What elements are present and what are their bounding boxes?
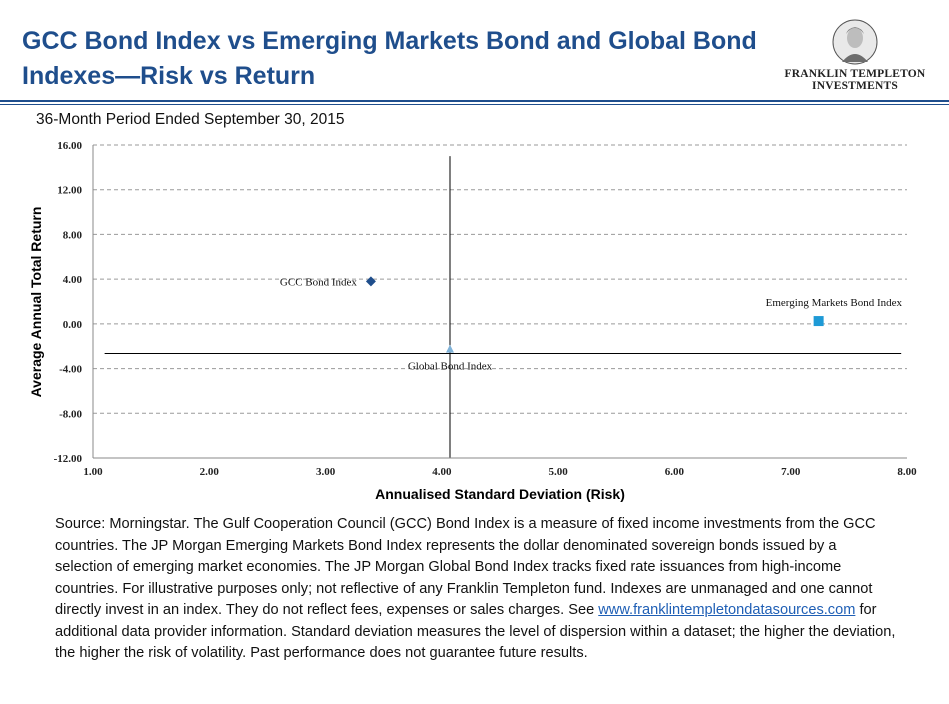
- reference-lines: [104, 156, 902, 458]
- x-tick-label: 7.00: [781, 466, 801, 478]
- y-axis-label: Average Annual Total Return: [28, 207, 44, 398]
- datasources-link[interactable]: www.franklintempletondatasources.com: [598, 602, 856, 618]
- header-rule: [0, 100, 949, 102]
- logo-line-2: INVESTMENTS: [812, 80, 898, 92]
- logo-line-1: FRANKLIN TEMPLETON: [784, 68, 926, 80]
- franklin-templeton-logo: FRANKLIN TEMPLETON INVESTMENTS: [780, 18, 930, 92]
- y-tick-label: 12.00: [57, 185, 82, 197]
- chart-subtitle: 36-Month Period Ended September 30, 2015: [36, 111, 345, 128]
- y-tick-label: 8.00: [63, 229, 83, 241]
- x-axis-label: Annualised Standard Deviation (Risk): [375, 486, 625, 502]
- page-title: GCC Bond Index vs Emerging Markets Bond …: [22, 27, 757, 90]
- y-tick-label: -4.00: [59, 364, 82, 376]
- gcc-bond-index-label: GCC Bond Index: [280, 276, 358, 288]
- global-bond-index-label: Global Bond Index: [408, 361, 493, 373]
- y-tick-label: -12.00: [54, 453, 83, 465]
- x-tick-label: 8.00: [897, 466, 917, 478]
- x-tick-label: 5.00: [549, 466, 569, 478]
- portrait-icon: [832, 19, 878, 65]
- gcc-bond-index-point: [365, 276, 376, 287]
- x-tick-label: 3.00: [316, 466, 336, 478]
- source-text-continued: for additional data provider information…: [55, 602, 896, 661]
- emerging-markets-bond-index-label: Emerging Markets Bond Index: [766, 297, 903, 309]
- source-note: Source: Morningstar. The Gulf Cooperatio…: [55, 514, 897, 665]
- gridlines: [93, 144, 907, 459]
- data-points: GCC Bond Index Emerging Markets Bond Inde…: [280, 276, 903, 373]
- risk-return-chart: 16.00 12.00 8.00 4.00 0.00 -4.00 -8.00 -12.001.…: [28, 140, 918, 502]
- y-tick-label: 0.00: [63, 319, 83, 331]
- y-tick-label: 4.00: [63, 274, 83, 286]
- global-bond-index-point: [445, 344, 454, 353]
- tick-labels: 16.00 12.00 8.00 4.00 0.00 -4.00 -8.00 -12.001.…: [54, 140, 918, 478]
- header-rule-thin: [0, 104, 949, 105]
- y-tick-label: -8.00: [59, 408, 82, 420]
- source-text: Source: Morningstar. The Gulf Cooperatio…: [55, 516, 876, 618]
- y-tick-label: 16.00: [57, 140, 82, 152]
- axes: [92, 145, 907, 459]
- x-tick-label: 4.00: [432, 466, 452, 478]
- emerging-markets-bond-index-point: [813, 316, 824, 327]
- x-tick-label: 2.00: [200, 466, 220, 478]
- x-tick-label: 1.00: [83, 466, 103, 478]
- x-tick-label: 6.00: [665, 466, 685, 478]
